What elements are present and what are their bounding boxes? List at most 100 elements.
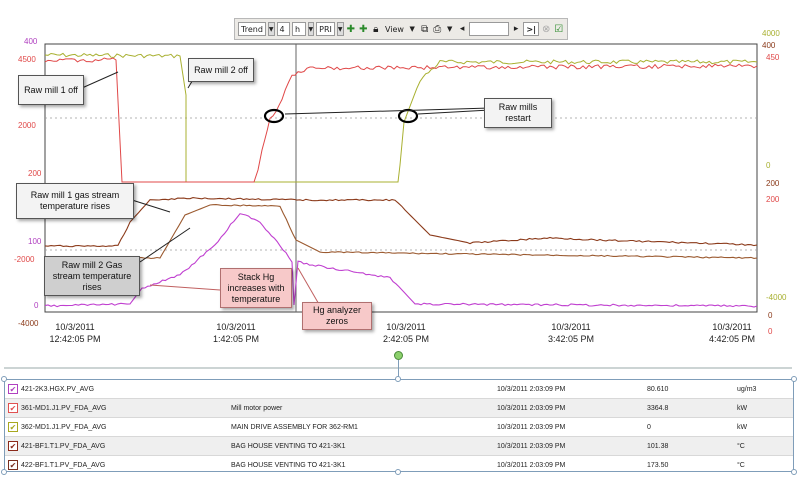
- x-tick-time: 2:42:05 PM: [383, 334, 429, 344]
- trend-toolbar: Trend ▼ 4 h ▼ PRI ▼ ✚ ✚ 🔒︎ View ▼ ⧉ ⎙ ▼ …: [234, 18, 568, 40]
- cancel-icon[interactable]: ⊗: [542, 23, 551, 35]
- table-row[interactable]: ✔ 421-2K3.HGX.PV_AVG 10/3/2011 2:03:09 P…: [5, 380, 793, 399]
- pen-value: 173.50: [647, 461, 669, 469]
- pen-visible-checkbox[interactable]: ✔: [8, 460, 18, 470]
- right-axis-label: 0: [766, 161, 771, 170]
- pen-timestamp: 10/3/2011 2:03:09 PM: [497, 442, 566, 450]
- apply-icon[interactable]: ☑: [554, 23, 564, 35]
- pen-timestamp: 10/3/2011 2:03:09 PM: [497, 385, 566, 393]
- pen-timestamp: 10/3/2011 2:03:09 PM: [497, 404, 566, 412]
- resize-handle[interactable]: [1, 376, 7, 382]
- pen-value: 101.38: [647, 442, 669, 450]
- pen-visible-checkbox[interactable]: ✔: [8, 441, 18, 451]
- annotation-hg-zeros: Hg analyzer zeros: [302, 302, 372, 330]
- plot-frame: [44, 43, 758, 313]
- pen-unit: kW: [737, 404, 748, 412]
- x-tick-date: 10/3/2011: [386, 322, 425, 332]
- resize-handle[interactable]: [395, 469, 401, 475]
- step-back-icon[interactable]: ◂: [459, 24, 465, 34]
- right-axis-label: 200: [766, 179, 780, 188]
- pen-value: 80.610: [647, 385, 669, 393]
- right-axis-label: 0: [768, 311, 773, 320]
- pen-tag: 421-BF1.T1.PV_FDA_AVG: [21, 442, 106, 450]
- left-axis: 400 4500 2000 200 100 -2000 0 -4000: [14, 37, 42, 328]
- copy-icon[interactable]: ⧉: [421, 23, 429, 35]
- x-tick-date: 10/3/2011: [551, 322, 590, 332]
- annotation-stack-hg: Stack Hg increases with temperature: [220, 268, 292, 308]
- table-row[interactable]: ✔ 361-MD1.J1.PV_FDA_AVG Mill motor power…: [5, 399, 793, 418]
- x-tick-date: 10/3/2011: [55, 322, 94, 332]
- chevron-down-icon[interactable]: ▼: [446, 25, 453, 33]
- resize-handle[interactable]: [1, 469, 7, 475]
- add-cursor-icon[interactable]: ✚: [359, 23, 368, 35]
- duration-input[interactable]: 4: [276, 22, 291, 36]
- right-axis-label: 4000: [762, 29, 780, 38]
- pen-visible-checkbox[interactable]: ✔: [8, 422, 18, 432]
- pen-visible-checkbox[interactable]: ✔: [8, 384, 18, 394]
- chevron-down-icon[interactable]: ▼: [307, 22, 315, 36]
- pen-visible-checkbox[interactable]: ✔: [8, 403, 18, 413]
- chevron-down-icon[interactable]: ▼: [409, 25, 415, 33]
- pen-unit: kW: [737, 423, 748, 431]
- annotation-raw-mill-1-gas: Raw mill 1 gas stream temperature rises: [16, 183, 134, 219]
- series-layer: [44, 52, 758, 308]
- left-axis-label: -4000: [18, 319, 39, 328]
- x-tick-time: 4:42:05 PM: [709, 334, 755, 344]
- x-tick-date: 10/3/2011: [216, 322, 255, 332]
- print-icon[interactable]: ⎙: [433, 23, 442, 35]
- table-row[interactable]: ✔ 422-BF1.T1.PV_FDA_AVG BAG HOUSE VENTIN…: [5, 456, 793, 474]
- annotation-raw-mill-2-off: Raw mill 2 off: [188, 58, 254, 82]
- series-temp2: [44, 204, 758, 260]
- pen-tag: 422-BF1.T1.PV_FDA_AVG: [21, 461, 106, 469]
- pen-unit: °C: [737, 461, 745, 469]
- quality-select[interactable]: PRI: [316, 22, 335, 36]
- splitter-connector: [398, 360, 399, 378]
- pen-description: BAG HOUSE VENTING TO 421-3K1: [231, 461, 346, 469]
- pen-unit: °C: [737, 442, 745, 450]
- x-axis: 10/3/2011 12:42:05 PM 10/3/2011 1:42:05 …: [49, 322, 755, 344]
- view-menu[interactable]: View: [384, 24, 404, 34]
- left-axis-label: 100: [28, 237, 42, 246]
- time-input[interactable]: [469, 22, 509, 36]
- series-mill2-power: [44, 52, 758, 183]
- trend-mode-select[interactable]: Trend: [238, 22, 266, 36]
- chevron-down-icon[interactable]: ▼: [267, 22, 275, 36]
- x-tick-time: 3:42:05 PM: [548, 334, 594, 344]
- restart-marker-1: [263, 108, 285, 124]
- pen-timestamp: 10/3/2011 2:03:09 PM: [497, 423, 566, 431]
- right-axis-label: 450: [766, 53, 780, 62]
- left-axis-label: 400: [24, 37, 38, 46]
- table-row[interactable]: ✔ 421-BF1.T1.PV_FDA_AVG BAG HOUSE VENTIN…: [5, 437, 793, 456]
- annotation-raw-mill-2-gas: Raw mill 2 Gas stream temperature rises: [44, 256, 140, 296]
- step-forward-icon[interactable]: ▸: [513, 24, 519, 34]
- pen-unit: ug/m3: [737, 385, 757, 393]
- lock-icon[interactable]: 🔒︎: [373, 23, 379, 35]
- resize-handle[interactable]: [791, 469, 797, 475]
- pen-timestamp: 10/3/2011 2:03:09 PM: [497, 461, 566, 469]
- pen-tag: 421-2K3.HGX.PV_AVG: [21, 385, 95, 393]
- annotation-connectors: [81, 71, 491, 307]
- right-axis-label: -4000: [766, 293, 787, 302]
- add-pen-icon[interactable]: ✚: [346, 23, 355, 35]
- pen-value: 0: [647, 423, 651, 431]
- pen-tag: 361-MD1.J1.PV_FDA_AVG: [21, 404, 107, 412]
- chevron-down-icon[interactable]: ▼: [336, 22, 344, 36]
- left-axis-label: 2000: [18, 121, 36, 130]
- duration-unit-select[interactable]: h: [292, 22, 306, 36]
- table-row[interactable]: ✔ 362-MD1.J1.PV_FDA_AVG MAIN DRIVE ASSEM…: [5, 418, 793, 437]
- pen-tag: 362-MD1.J1.PV_FDA_AVG: [21, 423, 107, 431]
- resize-handle[interactable]: [791, 376, 797, 382]
- right-axis-label: 0: [768, 327, 773, 336]
- x-tick-time: 12:42:05 PM: [49, 334, 100, 344]
- resize-handle[interactable]: [395, 376, 401, 382]
- pen-description: Mill motor power: [231, 404, 283, 412]
- go-to-end-button[interactable]: >|: [523, 22, 539, 36]
- left-axis-label: 200: [28, 169, 42, 178]
- pen-value: 3364.8: [647, 404, 669, 412]
- splitter-handle[interactable]: [394, 351, 403, 360]
- right-axis: 4000 400 450 0 200 200 -4000 0 0: [762, 29, 787, 336]
- right-axis-label: 400: [762, 41, 776, 50]
- gridlines: [45, 117, 757, 251]
- annotation-raw-mill-1-off: Raw mill 1 off: [18, 75, 84, 105]
